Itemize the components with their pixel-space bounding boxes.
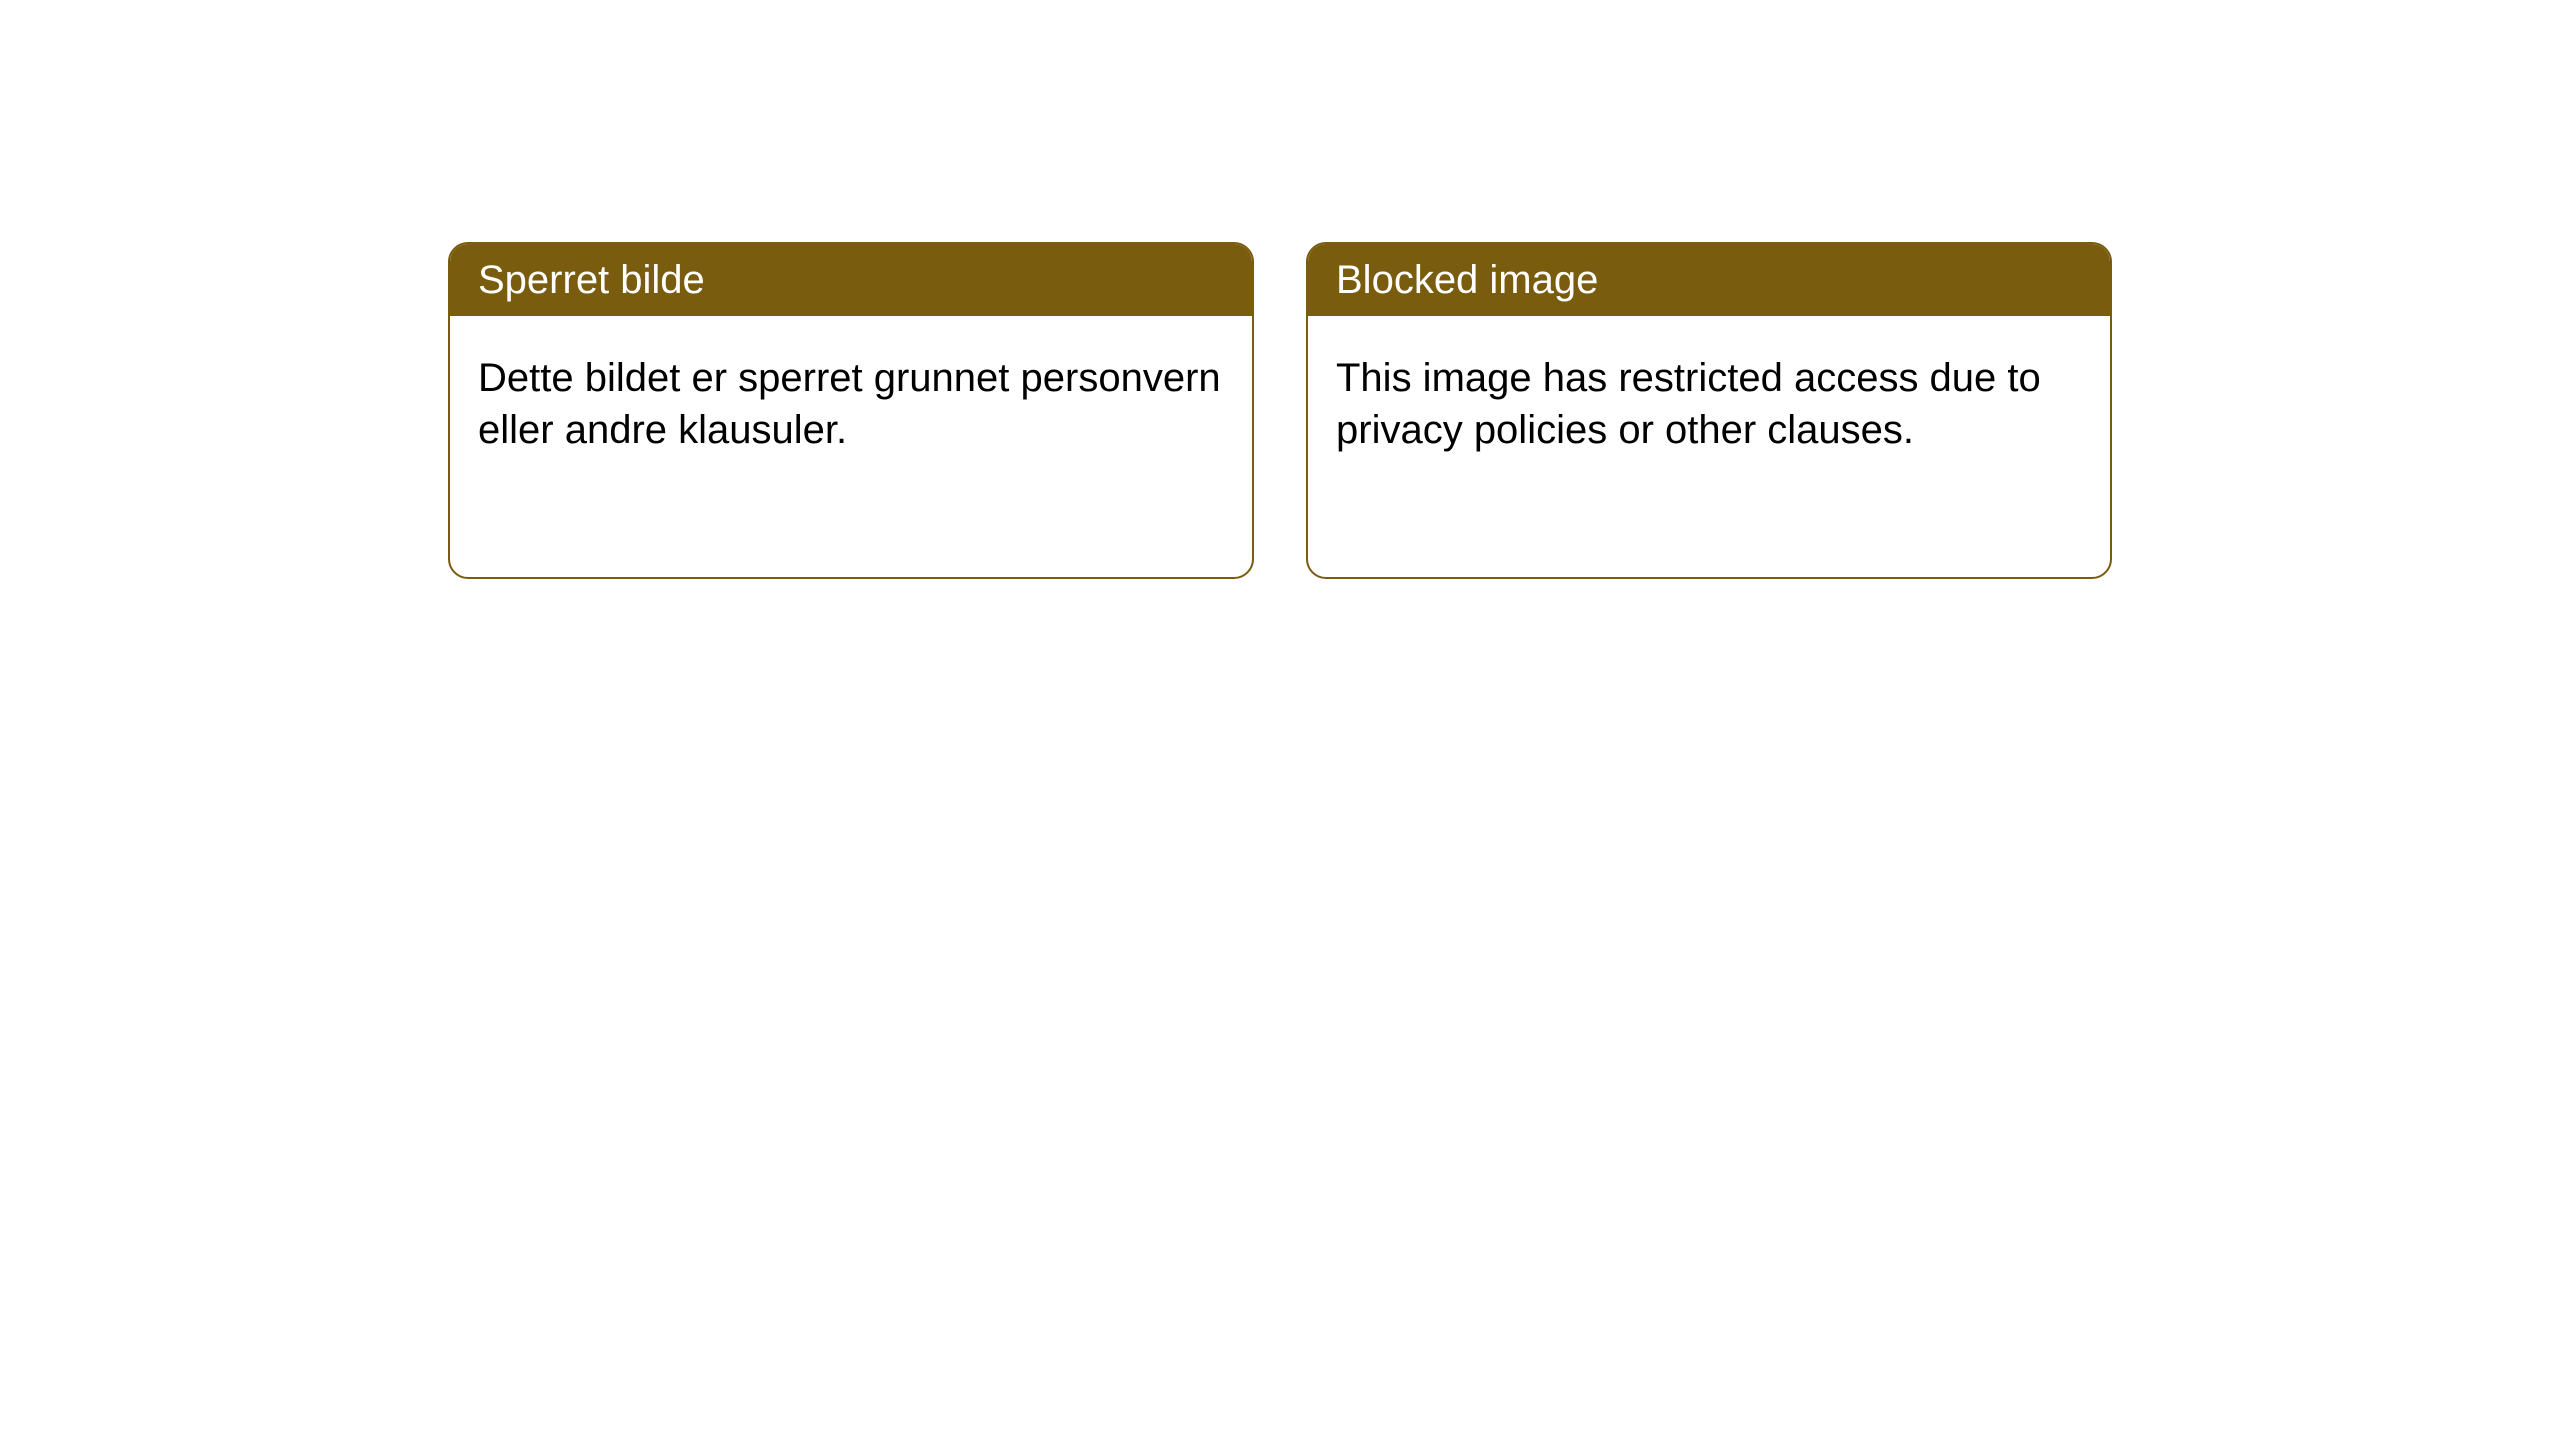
notice-body: Dette bildet er sperret grunnet personve… [450,316,1252,492]
notice-container: Sperret bilde Dette bildet er sperret gr… [0,0,2560,579]
notice-body: This image has restricted access due to … [1308,316,2110,492]
notice-header: Blocked image [1308,244,2110,316]
notice-card-english: Blocked image This image has restricted … [1306,242,2112,579]
notice-card-norwegian: Sperret bilde Dette bildet er sperret gr… [448,242,1254,579]
notice-header: Sperret bilde [450,244,1252,316]
